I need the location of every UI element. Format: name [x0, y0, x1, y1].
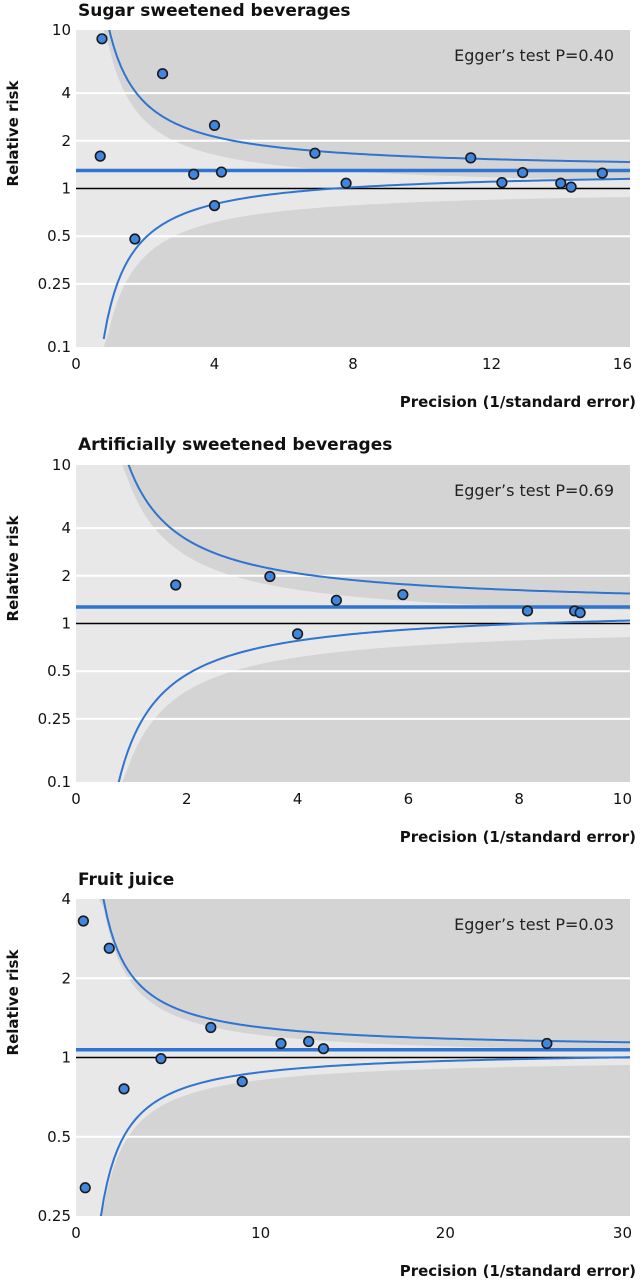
chart-title: Fruit juice [78, 870, 174, 890]
y-tick-label-3: 1 [61, 180, 71, 198]
x-tick-label-0: 0 [71, 355, 81, 373]
funnel-lower-limit [102, 177, 630, 340]
shaded-region-lower [76, 196, 630, 347]
chart-title: Artificially sweetened beverages [78, 435, 392, 455]
y-tick-label-0: 0.1 [47, 338, 71, 356]
y-tick-label-1: 0.25 [38, 275, 71, 293]
x-tick-label-0: 0 [71, 790, 81, 808]
x-tick-label-1: 10 [251, 1224, 270, 1242]
x-tick-label-5: 10 [613, 790, 632, 808]
y-tick-label-5: 4 [61, 84, 71, 102]
x-axis-label: Precision (1/standard error) [400, 1262, 636, 1280]
x-tick-label-2: 4 [293, 790, 303, 808]
data-point-2 [103, 942, 115, 954]
data-point-1 [79, 1182, 91, 1194]
data-point-0 [170, 579, 182, 591]
data-point-15 [596, 167, 608, 179]
egger-test-annotation: Egger’s test P=0.40 [454, 46, 614, 65]
chart-panel-2: 0.25 0.5 1 2 4 0 10 20 30 Precision (1/standard e… [4, 870, 636, 1280]
data-point-10 [465, 152, 477, 164]
y-axis-label: Relative risk [4, 949, 22, 1056]
data-point-3 [156, 68, 169, 80]
data-point-4 [155, 1053, 167, 1065]
data-point-2 [129, 233, 141, 245]
egger-test-annotation: Egger’s test P=0.69 [454, 481, 614, 500]
data-point-9 [340, 177, 352, 189]
y-tick-label-3: 2 [61, 969, 71, 987]
x-axis-label: Precision (1/standard error) [400, 828, 636, 846]
y-tick-label-1: 0.25 [38, 710, 71, 728]
data-point-7 [574, 607, 586, 619]
data-point-5 [205, 1021, 217, 1034]
data-point-2 [292, 628, 304, 640]
shaded-region-upper [76, 899, 630, 1051]
data-point-3 [118, 1083, 130, 1095]
shaded-region-lower [76, 636, 630, 782]
data-point-14 [565, 181, 577, 193]
data-point-3 [330, 594, 342, 606]
y-axis-label: Relative risk [4, 515, 22, 622]
data-point-1 [94, 150, 106, 162]
y-axis-label: Relative risk [4, 80, 22, 187]
y-tick-label-5: 4 [61, 519, 71, 537]
funnel-upper-limit [102, 899, 630, 1044]
x-tick-label-2: 8 [348, 355, 358, 373]
funnel-upper-limit [108, 30, 630, 164]
y-tick-label-0: 0.25 [38, 1207, 71, 1225]
data-point-8 [303, 1035, 315, 1048]
data-point-6 [215, 166, 228, 178]
shaded-region-upper [76, 30, 630, 181]
y-tick-label-0: 0.1 [47, 773, 71, 791]
x-tick-label-3: 6 [404, 790, 414, 808]
data-point-5 [521, 605, 534, 617]
data-point-6 [236, 1075, 248, 1088]
y-tick-label-2: 0.5 [47, 662, 71, 680]
y-tick-label-3: 1 [61, 615, 71, 633]
shaded-region-lower [76, 1064, 630, 1216]
data-point-13 [555, 177, 567, 189]
y-tick-label-2: 0.5 [47, 227, 71, 245]
x-tick-label-3: 30 [613, 1224, 632, 1242]
y-tick-label-4: 2 [61, 567, 71, 585]
data-point-4 [397, 589, 409, 601]
data-point-4 [188, 168, 200, 180]
egger-test-annotation: Egger’s test P=0.03 [454, 915, 614, 934]
data-point-11 [496, 176, 508, 189]
x-tick-label-2: 20 [436, 1224, 455, 1242]
y-tick-label-4: 4 [61, 890, 71, 908]
data-point-7 [275, 1037, 287, 1050]
y-tick-label-2: 1 [61, 1049, 71, 1067]
y-tick-label-1: 0.5 [47, 1128, 71, 1146]
shaded-region-upper [76, 465, 630, 611]
y-tick-label-6: 10 [52, 456, 71, 474]
x-tick-label-3: 12 [482, 355, 501, 373]
funnel-lower-limit [117, 619, 630, 782]
x-tick-label-4: 8 [514, 790, 524, 808]
x-axis-label: Precision (1/standard error) [400, 393, 636, 411]
data-point-5 [208, 119, 221, 132]
data-point-1 [264, 570, 276, 583]
data-point-0 [77, 915, 89, 927]
data-point-12 [517, 166, 529, 179]
funnel-upper-limit [127, 465, 630, 595]
x-tick-label-1: 4 [210, 355, 220, 373]
x-tick-label-0: 0 [71, 1224, 81, 1242]
y-tick-label-6: 10 [52, 21, 71, 39]
data-point-8 [309, 147, 321, 159]
data-point-7 [208, 200, 221, 212]
data-point-0 [96, 33, 108, 45]
data-point-9 [317, 1043, 330, 1055]
chart-panel-1: 0.1 0.25 0.5 1 2 4 10 0 2 4 6 8 10 Precision (1/stand… [4, 435, 636, 846]
funnel-lower-limit [99, 1056, 630, 1216]
data-point-10 [541, 1037, 553, 1050]
chart-title: Sugar sweetened beverages [78, 1, 351, 21]
x-tick-label-1: 2 [182, 790, 192, 808]
y-tick-label-4: 2 [61, 132, 71, 150]
x-tick-label-4: 16 [613, 355, 632, 373]
